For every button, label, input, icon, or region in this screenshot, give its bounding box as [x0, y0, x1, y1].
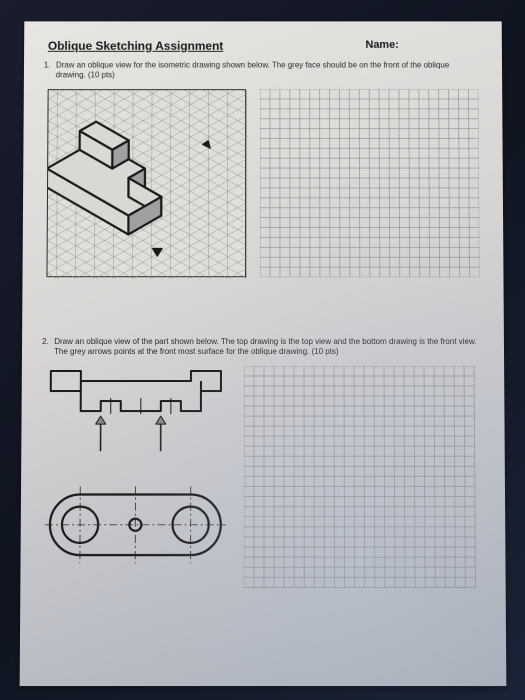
row-2	[44, 366, 481, 596]
front-view-drawing	[45, 486, 226, 563]
orthographic-column	[44, 366, 226, 596]
row-1	[46, 89, 479, 277]
q2-text: Draw an oblique view of the part shown b…	[54, 337, 477, 356]
grid1-svg	[260, 89, 480, 277]
grid2-svg	[244, 366, 484, 596]
q1-text: Draw an oblique view for the isometric d…	[56, 61, 450, 80]
front-view-box	[45, 484, 226, 570]
q2-number: 2.	[42, 337, 52, 347]
answer-grid-1	[260, 89, 480, 277]
grid-lines	[260, 89, 480, 277]
question-1: 1. Draw an oblique view for the isometri…	[48, 61, 479, 81]
header-row: Oblique Sketching Assignment Name:	[48, 39, 478, 53]
grid-lines-2	[244, 366, 476, 587]
top-view-svg	[45, 366, 226, 456]
top-view-box	[45, 366, 226, 456]
worksheet-paper: Oblique Sketching Assignment Name: 1. Dr…	[20, 21, 507, 686]
top-view-drawing	[50, 371, 221, 451]
question-2: 2. Draw an oblique view of the part show…	[46, 337, 480, 358]
isometric-svg	[47, 90, 247, 278]
assignment-title: Oblique Sketching Assignment	[48, 39, 223, 53]
q1-number: 1.	[44, 61, 54, 71]
answer-grid-2	[244, 366, 484, 596]
front-view-svg	[45, 484, 226, 570]
isometric-drawing-box	[46, 89, 246, 277]
name-label: Name:	[365, 39, 398, 53]
